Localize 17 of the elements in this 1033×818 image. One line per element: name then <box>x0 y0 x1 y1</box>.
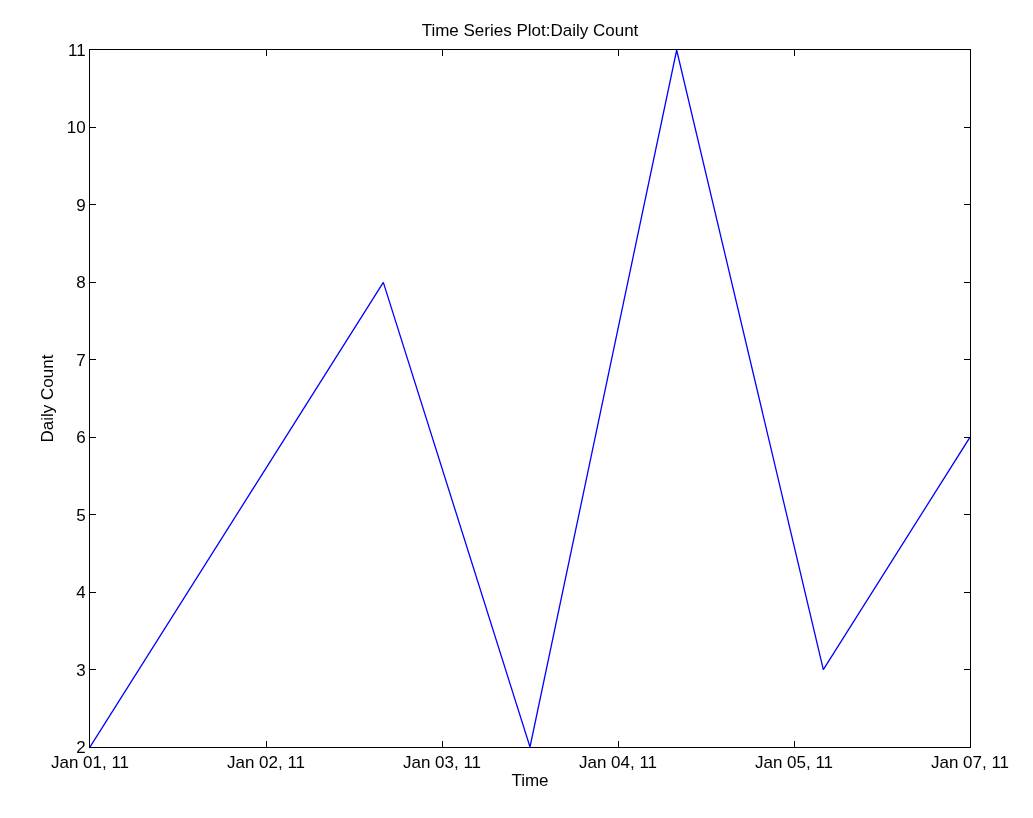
x-tick-label: Jan 05, 11 <box>754 753 834 773</box>
y-tick-label: 9 <box>76 195 86 215</box>
y-tick-label: 5 <box>76 505 86 525</box>
chart-title: Time Series Plot:Daily Count <box>421 20 639 40</box>
x-tick-label: Jan 07, 11 <box>930 753 1010 773</box>
y-tick-label: 8 <box>76 273 86 293</box>
y-axis-title: Daily Count <box>38 354 58 443</box>
y-tick-label: 10 <box>66 118 86 138</box>
x-tick-label: Jan 02, 11 <box>226 753 306 773</box>
y-tick-label: 3 <box>76 660 86 680</box>
y-tick-label: 11 <box>67 40 86 60</box>
x-axis-title: Time <box>511 770 549 790</box>
y-tick-label: 6 <box>76 428 86 448</box>
x-tick-label: Jan 04, 11 <box>578 753 658 773</box>
y-tick-label: 4 <box>76 583 86 603</box>
y-tick-label: 7 <box>76 350 86 370</box>
x-tick-label: Jan 03, 11 <box>402 753 482 773</box>
